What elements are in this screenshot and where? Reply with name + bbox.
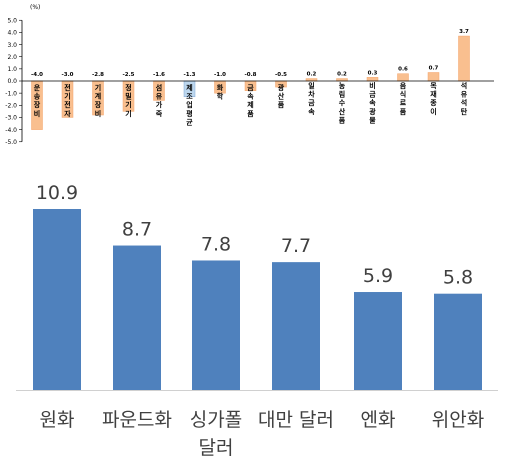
y-tick-label: 3.0 [7, 42, 17, 49]
y-tick-label: 0.0 [7, 78, 17, 85]
unit-label: (%) [30, 4, 40, 11]
bar-13 [397, 73, 409, 82]
bar-2 [113, 245, 161, 390]
value-label: -0.5 [275, 72, 287, 78]
category-label: 싱가폴 달러 [190, 409, 242, 459]
y-tick-label: -2.0 [5, 103, 17, 110]
category-label: 파운드화 [102, 409, 172, 431]
value-label: 7.7 [281, 235, 311, 257]
value-label: 0.2 [337, 72, 347, 78]
value-label: 10.9 [36, 182, 78, 204]
value-label: 0.2 [307, 72, 317, 78]
value-label: 0.3 [368, 70, 378, 76]
value-label: 0.7 [429, 65, 439, 71]
y-tick-label: 4.0 [7, 30, 17, 37]
value-label: -1.6 [153, 72, 165, 78]
currency-chart: 10.9 원화 8.7 파운드화 7.8 싱가폴 달러 7.7 대만 달러 5.9 엔화 5.8 위안화 [16, 182, 498, 459]
y-tick-label: -4.0 [5, 127, 17, 134]
value-label: 5.9 [363, 265, 393, 287]
value-label: -2.5 [122, 72, 134, 78]
y-tick-label: 5.0 [7, 17, 17, 24]
value-label: -1.0 [214, 72, 226, 78]
y-tick-label: 1.0 [7, 66, 17, 73]
bar-5 [354, 292, 402, 390]
value-label: 5.8 [443, 267, 473, 289]
value-label: 7.8 [201, 233, 231, 255]
value-label: -3.0 [61, 72, 73, 78]
category-label: 엔화 [361, 409, 396, 431]
category-label: 원화 [40, 409, 75, 431]
bar-15 [458, 35, 470, 82]
y-tick-label: -5.0 [5, 139, 17, 146]
bar-4 [272, 262, 320, 390]
value-label: -4.0 [31, 72, 43, 78]
bar-1 [33, 209, 81, 390]
value-label: 8.7 [122, 219, 152, 241]
value-label: -2.8 [92, 72, 104, 78]
value-label: 0.6 [398, 67, 408, 73]
bar-14 [427, 72, 440, 82]
category-label: 위안화 [432, 409, 484, 431]
category-label: 대만 달러 [258, 409, 334, 431]
value-label: 3.7 [459, 29, 469, 35]
industry-change-chart: (%) 5.0 4.0 3.0 2.0 1.0 0.0 -1.0 -2.0 -3.0 -4.0 -5.… [5, 4, 494, 146]
bar-6 [434, 293, 482, 390]
bar-3 [192, 260, 240, 390]
y-tick-label: -3.0 [5, 115, 17, 122]
y-tick-label: 2.0 [7, 54, 17, 61]
value-label: -0.8 [244, 72, 256, 78]
value-label: -1.3 [183, 72, 195, 78]
y-tick-label: -1.0 [5, 90, 17, 97]
bar-12 [366, 77, 379, 82]
